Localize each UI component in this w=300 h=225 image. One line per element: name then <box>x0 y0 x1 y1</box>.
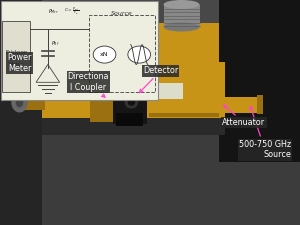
Text: Detector: Detector <box>140 66 178 93</box>
Circle shape <box>93 46 116 63</box>
Ellipse shape <box>128 99 135 106</box>
Text: Source: Source <box>111 11 133 16</box>
Text: xN: xN <box>100 52 109 57</box>
Bar <box>42 117 225 135</box>
Bar <box>2 21 30 92</box>
Ellipse shape <box>16 97 23 107</box>
Ellipse shape <box>125 96 138 109</box>
Bar <box>42 0 219 117</box>
Ellipse shape <box>164 0 200 9</box>
Text: $C=\frac{P_{Mtr}}{P_{in}}$: $C=\frac{P_{Mtr}}{P_{in}}$ <box>64 6 80 18</box>
Bar <box>112 74 147 124</box>
Bar <box>148 22 219 117</box>
Bar <box>1 1 158 100</box>
Bar <box>90 54 114 122</box>
Text: Power
Meter: Power Meter <box>7 53 32 73</box>
Circle shape <box>128 46 151 63</box>
Text: $P_{Mtr}$: $P_{Mtr}$ <box>48 7 58 16</box>
Bar <box>156 83 183 99</box>
Text: Detector: Detector <box>73 76 97 81</box>
Bar <box>42 62 225 118</box>
Bar <box>164 4 200 27</box>
Bar <box>256 94 262 114</box>
Bar <box>0 0 42 225</box>
Bar <box>18 94 45 110</box>
Text: $P_{Rf}$: $P_{Rf}$ <box>51 39 60 47</box>
Bar <box>89 15 155 92</box>
Bar <box>148 112 219 117</box>
Text: 500-750 GHz
Source: 500-750 GHz Source <box>239 106 291 159</box>
Bar <box>219 97 258 112</box>
Bar <box>219 0 300 162</box>
Bar <box>116 112 142 126</box>
Text: Directiona
l Coupler: Directiona l Coupler <box>68 72 109 97</box>
Ellipse shape <box>164 22 200 32</box>
Text: Erickson
Power
Meter: Erickson Power Meter <box>5 50 28 67</box>
Text: Attenuator: Attenuator <box>222 105 266 127</box>
Ellipse shape <box>11 92 28 112</box>
